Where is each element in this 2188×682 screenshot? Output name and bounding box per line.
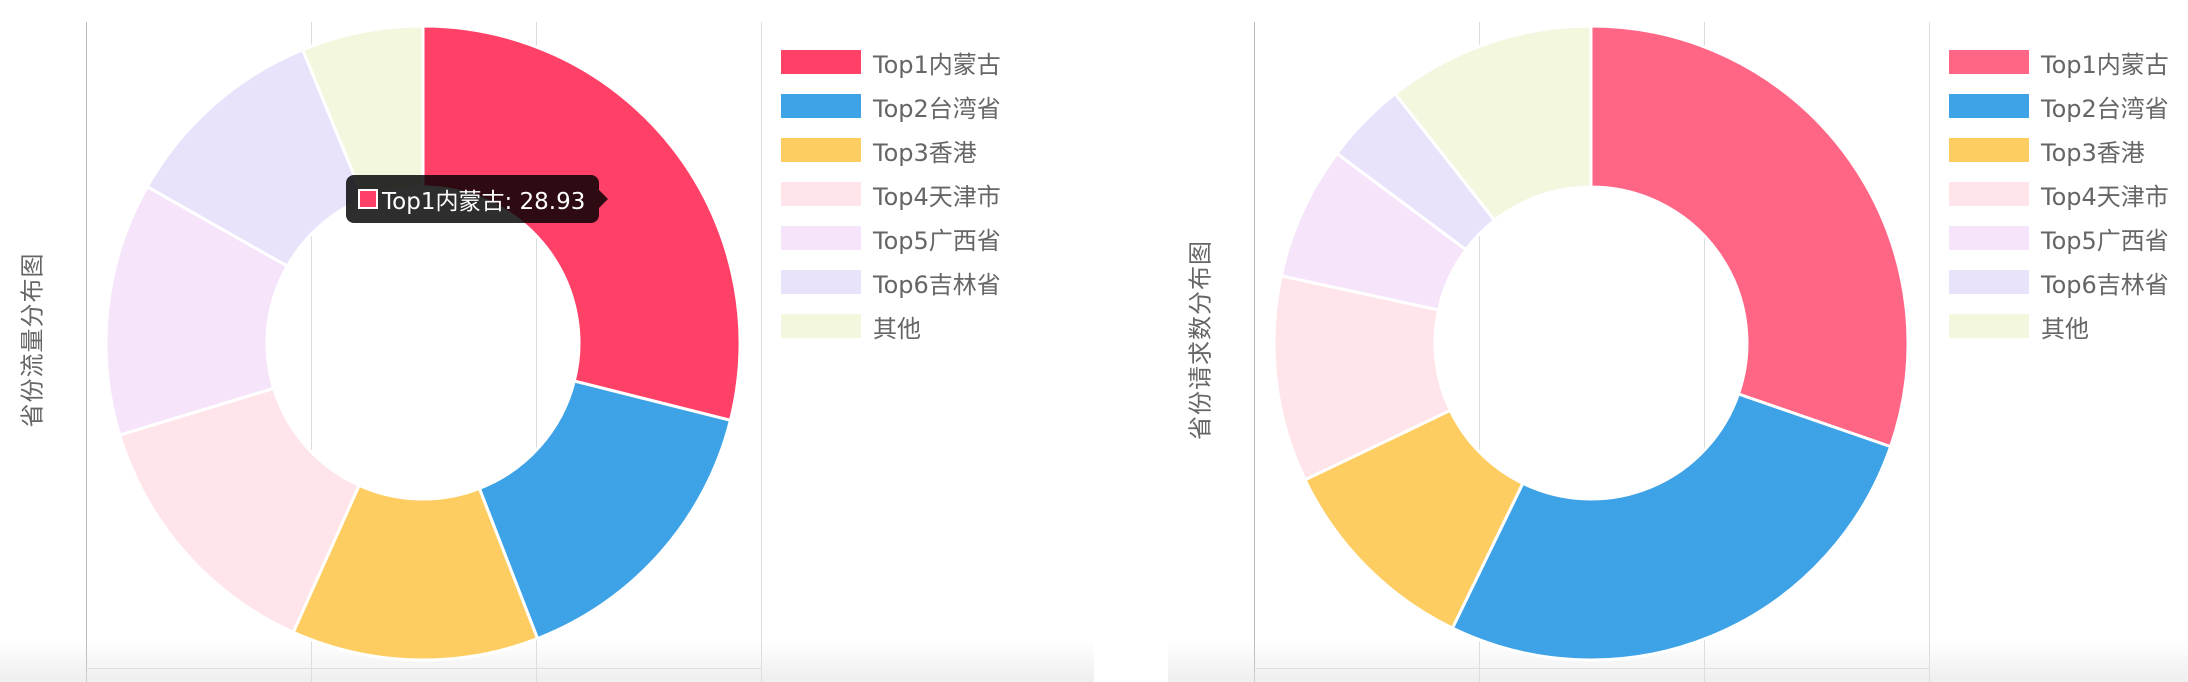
donut-slice[interactable] — [1272, 274, 1453, 482]
legend-swatch — [1949, 50, 2029, 74]
legend-item[interactable]: Top4天津市 — [1949, 172, 2169, 216]
legend-item[interactable]: Top2台湾省 — [1949, 84, 2169, 128]
donut-slice[interactable] — [1393, 24, 1593, 223]
legend-swatch — [781, 270, 861, 294]
grid-line — [536, 22, 537, 682]
legend: Top1内蒙古 Top2台湾省 Top3香港 Top4天津市 Top5广西省 Top6吉林… — [1949, 40, 2169, 348]
legend-item[interactable]: Top6吉林省 — [1949, 260, 2169, 304]
legend-swatch — [1949, 182, 2029, 206]
chart-province-requests: 省份请求数分布图 Top1内蒙古 Top2台湾省 Top3香港 Top4天津市 Top5… — [1168, 0, 2188, 682]
legend-label: Top6吉林省 — [873, 270, 1001, 299]
legend-item[interactable]: Top2台湾省 — [781, 84, 1001, 128]
legend-item[interactable]: Top1内蒙古 — [1949, 40, 2169, 84]
grid-line — [761, 22, 762, 682]
grid-line — [1704, 22, 1705, 682]
y-axis-line — [86, 22, 87, 682]
donut-slice[interactable] — [117, 386, 362, 635]
legend-item[interactable]: Top1内蒙古 — [781, 40, 1001, 84]
y-axis-line — [1254, 22, 1255, 682]
donut-slice[interactable] — [1589, 24, 1910, 449]
tooltip-text: Top1内蒙古: 28.93 — [382, 189, 586, 215]
legend-swatch — [781, 314, 861, 338]
legend-swatch — [781, 138, 861, 162]
legend-swatch — [1949, 226, 2029, 250]
legend-item[interactable]: Top4天津市 — [781, 172, 1001, 216]
grid-line — [311, 22, 312, 682]
legend-swatch — [1949, 314, 2029, 338]
donut-chart[interactable] — [0, 0, 1094, 682]
donut-chart[interactable] — [1168, 0, 2188, 682]
legend-label: 其他 — [2041, 314, 2089, 343]
legend-swatch — [781, 226, 861, 250]
legend-label: Top5广西省 — [873, 226, 1001, 255]
donut-slice[interactable] — [477, 379, 733, 641]
legend-item[interactable]: Top3香港 — [1949, 128, 2169, 172]
chart-tooltip: Top1内蒙古: 28.93 — [346, 175, 609, 223]
legend-label: Top4天津市 — [2041, 182, 2169, 211]
donut-slice[interactable] — [1450, 392, 1893, 662]
legend-label: Top3香港 — [2041, 138, 2145, 167]
legend-label: Top2台湾省 — [873, 94, 1001, 123]
legend-item[interactable]: Top3香港 — [781, 128, 1001, 172]
legend-item[interactable]: Top5广西省 — [1949, 216, 2169, 260]
legend-item[interactable]: 其他 — [1949, 304, 2169, 348]
legend-label: Top3香港 — [873, 138, 977, 167]
tooltip-color-swatch — [358, 189, 378, 209]
legend-label: Top5广西省 — [2041, 226, 2169, 255]
legend-item[interactable]: Top6吉林省 — [781, 260, 1001, 304]
legend-swatch — [1949, 94, 2029, 118]
legend-label: Top1内蒙古 — [873, 50, 1001, 79]
chart-province-traffic: 省份流量分布图 Top1内蒙古 Top2台湾省 Top3香港 Top4天津市 Top5广… — [0, 0, 1094, 682]
donut-slice[interactable] — [291, 483, 540, 662]
bottom-shadow — [0, 640, 1094, 682]
legend-swatch — [781, 182, 861, 206]
legend: Top1内蒙古 Top2台湾省 Top3香港 Top4天津市 Top5广西省 Top6吉林… — [781, 40, 1001, 348]
donut-slice[interactable] — [421, 24, 742, 423]
legend-label: 其他 — [873, 314, 921, 343]
grid-line — [1479, 22, 1480, 682]
legend-item[interactable]: Top5广西省 — [781, 216, 1001, 260]
legend-swatch — [781, 50, 861, 74]
grid-line — [1929, 22, 1930, 682]
legend-swatch — [1949, 138, 2029, 162]
legend-label: Top4天津市 — [873, 182, 1001, 211]
legend-item[interactable]: 其他 — [781, 304, 1001, 348]
legend-swatch — [781, 94, 861, 118]
legend-label: Top6吉林省 — [2041, 270, 2169, 299]
legend-swatch — [1949, 270, 2029, 294]
donut-slice[interactable] — [104, 184, 290, 437]
legend-label: Top2台湾省 — [2041, 94, 2169, 123]
legend-label: Top1内蒙古 — [2041, 50, 2169, 79]
donut-slice[interactable] — [145, 47, 366, 269]
